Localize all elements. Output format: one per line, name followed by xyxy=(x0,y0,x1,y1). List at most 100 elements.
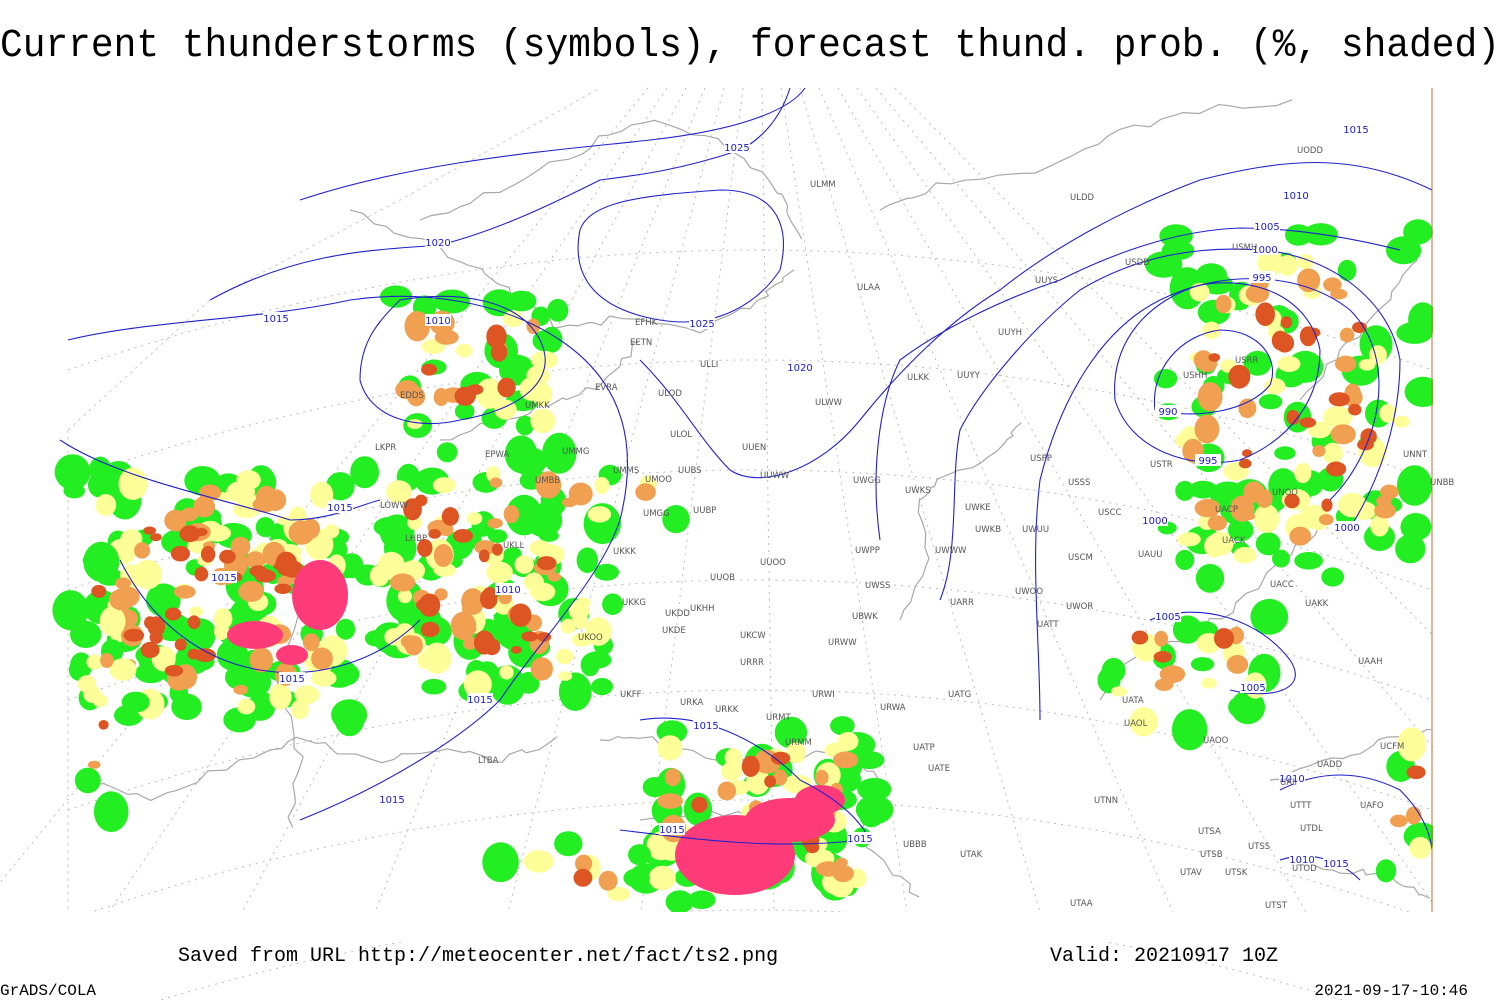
storm-area xyxy=(1217,485,1237,506)
isobar xyxy=(1035,278,1380,721)
storm-area xyxy=(1369,345,1387,365)
storm-area xyxy=(521,631,539,642)
storm-area xyxy=(530,408,556,434)
storm-area xyxy=(1406,806,1422,825)
isobar-label: 1025 xyxy=(724,143,749,154)
storm-area xyxy=(421,363,438,376)
storm-area xyxy=(290,699,309,720)
isobar-label-bg xyxy=(787,361,813,373)
storm-area xyxy=(1129,707,1158,737)
valid-time: Valid: 20210917 10Z xyxy=(1050,945,1278,968)
station-code: URMM xyxy=(785,738,812,748)
storm-area xyxy=(1250,598,1289,635)
isobar-label: 1015 xyxy=(659,825,684,836)
isobar-label: 1015 xyxy=(263,314,288,325)
storm-area xyxy=(1195,563,1225,593)
station-code: USSS xyxy=(1068,478,1090,488)
storm-area xyxy=(173,585,196,599)
storm-area xyxy=(331,699,368,731)
station-code: UACK xyxy=(1222,536,1246,546)
storm-area xyxy=(1253,504,1280,533)
storm-area xyxy=(164,607,182,621)
station-code: UAKK xyxy=(1305,599,1329,609)
coastline xyxy=(439,341,639,441)
storm-area xyxy=(1397,727,1426,762)
storm-area xyxy=(417,651,433,669)
storm-area xyxy=(1228,696,1250,718)
station-code: UKFF xyxy=(620,690,642,700)
storm-area xyxy=(1394,415,1410,428)
storm-area xyxy=(1370,514,1389,537)
storm-area xyxy=(1255,302,1275,327)
storm-area xyxy=(1201,677,1217,689)
storm-area xyxy=(530,657,553,681)
storm-area xyxy=(311,647,333,670)
station-code: USMU xyxy=(1232,243,1257,253)
storm-area xyxy=(1380,484,1399,500)
station-code: UATE xyxy=(928,764,950,774)
station-code: USCM xyxy=(1068,553,1093,563)
isobar xyxy=(119,559,421,674)
storm-area xyxy=(1321,498,1333,512)
station-code: UKLL xyxy=(503,541,525,551)
storm-area xyxy=(805,841,820,854)
storm-area xyxy=(635,483,656,501)
isobar-label-bg xyxy=(425,236,451,248)
storm-area xyxy=(1358,359,1376,371)
parallel xyxy=(67,799,1433,921)
storm-area xyxy=(1297,254,1314,270)
storm-area xyxy=(1190,657,1215,672)
station-code: UWSS xyxy=(865,581,890,591)
storm-area xyxy=(87,760,101,769)
storm-area xyxy=(607,886,631,902)
isobar-label: 1015 xyxy=(467,695,492,706)
storm-area xyxy=(482,842,519,883)
isobar-label-bg xyxy=(425,314,451,326)
storm-area xyxy=(1194,498,1221,518)
storm-area xyxy=(400,635,418,649)
station-code: UTAV xyxy=(1180,868,1202,878)
station-code: UNNT xyxy=(1403,450,1428,460)
station-code: UTOD xyxy=(1292,864,1317,874)
station-code: EPWA xyxy=(485,450,509,460)
isobar-label-bg xyxy=(211,571,237,583)
station-code: UUBP xyxy=(693,506,716,516)
storm-area xyxy=(1284,493,1300,509)
meridian xyxy=(507,87,725,913)
storm-area xyxy=(417,539,433,557)
storm-area xyxy=(786,742,806,764)
isobar-label-bg xyxy=(1252,243,1278,255)
station-code: UTSB xyxy=(1200,850,1223,860)
storm-area xyxy=(529,582,556,602)
storm-area xyxy=(623,868,650,888)
isobar-label-bg xyxy=(1343,123,1369,135)
storm-area xyxy=(558,671,573,681)
storm-area xyxy=(456,343,473,358)
station-code: URKK xyxy=(715,705,739,715)
storm-area xyxy=(77,675,96,693)
isobar-label-bg xyxy=(379,793,405,805)
storm-area xyxy=(121,691,150,713)
isobar xyxy=(1149,611,1296,695)
station-code: UARR xyxy=(950,598,974,608)
storm-area xyxy=(1335,355,1357,373)
storm-area xyxy=(178,617,216,654)
coastline xyxy=(899,422,1022,621)
storm-area xyxy=(1278,254,1298,277)
station-code: EDDS xyxy=(400,391,424,401)
storm-area xyxy=(830,716,855,736)
storm-area xyxy=(420,621,440,638)
storm-area xyxy=(662,504,690,534)
storm-area xyxy=(497,377,516,398)
station-code: UTNN xyxy=(1094,796,1118,806)
storm-area xyxy=(478,549,490,563)
storm-area xyxy=(573,868,593,887)
storm-area xyxy=(1215,294,1232,314)
storm-area xyxy=(1228,364,1251,389)
storm-area xyxy=(288,520,315,545)
station-code: UWKB xyxy=(975,525,1001,535)
storm-area xyxy=(91,584,107,598)
storm-area xyxy=(504,435,538,474)
storm-area xyxy=(474,540,497,555)
isobar-label: 1005 xyxy=(1155,612,1180,623)
